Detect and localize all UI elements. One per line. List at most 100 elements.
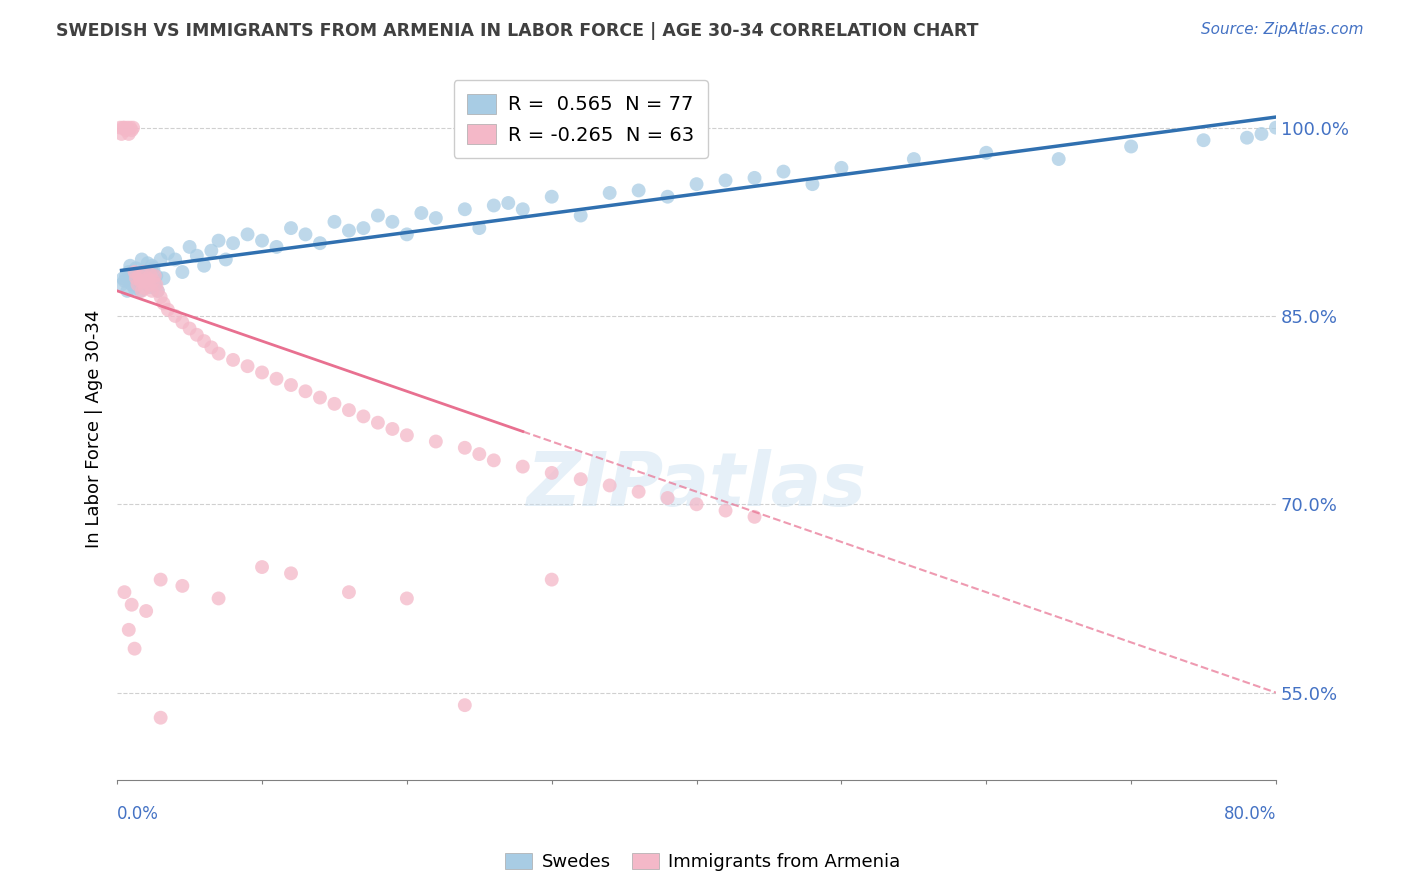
Point [172, 265, 194, 279]
Point [135, 604, 157, 618]
Point [145, 277, 167, 292]
Point [149, 252, 172, 267]
Point [115, 268, 138, 283]
Point [141, 259, 163, 273]
Point [744, 509, 766, 524]
Point [685, 177, 707, 191]
Point [118, 623, 141, 637]
Point [136, 256, 159, 270]
Point [974, 145, 997, 160]
Point [207, 346, 229, 360]
Point [120, 259, 142, 273]
Point [294, 227, 316, 242]
Point [110, 127, 132, 141]
Point [117, 120, 139, 135]
Point [540, 466, 562, 480]
Point [114, 120, 136, 135]
Point [132, 265, 155, 279]
Point [156, 302, 179, 317]
Point [599, 478, 621, 492]
Point [367, 416, 389, 430]
Point [468, 447, 491, 461]
Point [129, 274, 152, 288]
Point [111, 271, 134, 285]
Point [367, 209, 389, 223]
Point [1236, 130, 1258, 145]
Point [280, 566, 302, 581]
Point [124, 265, 146, 279]
Point [129, 284, 152, 298]
Point [118, 265, 141, 279]
Point [1250, 127, 1272, 141]
Point [323, 397, 346, 411]
Point [627, 183, 650, 197]
Point [179, 321, 201, 335]
Point [395, 428, 418, 442]
Point [186, 327, 208, 342]
Point [337, 585, 360, 599]
Text: 80.0%: 80.0% [1223, 805, 1277, 823]
Point [266, 372, 288, 386]
Point [127, 277, 149, 292]
Point [108, 120, 131, 135]
Point [121, 123, 143, 137]
Point [139, 280, 162, 294]
Point [280, 378, 302, 392]
Point [425, 211, 447, 225]
Point [131, 252, 153, 267]
Point [125, 261, 148, 276]
Point [236, 227, 259, 242]
Point [149, 573, 172, 587]
Point [128, 268, 150, 282]
Point [122, 271, 145, 285]
Text: Source: ZipAtlas.com: Source: ZipAtlas.com [1201, 22, 1364, 37]
Point [454, 441, 477, 455]
Point [135, 274, 157, 288]
Text: SWEDISH VS IMMIGRANTS FROM ARMENIA IN LABOR FORCE | AGE 30-34 CORRELATION CHART: SWEDISH VS IMMIGRANTS FROM ARMENIA IN LA… [56, 22, 979, 40]
Point [627, 484, 650, 499]
Legend: R =  0.565  N = 77, R = -0.265  N = 63: R = 0.565 N = 77, R = -0.265 N = 63 [454, 80, 707, 158]
Point [498, 196, 520, 211]
Point [139, 268, 162, 282]
Point [200, 244, 222, 258]
Point [136, 271, 159, 285]
Point [121, 598, 143, 612]
Point [207, 591, 229, 606]
Text: ZIPatlas: ZIPatlas [527, 449, 866, 522]
Point [115, 123, 138, 137]
Point [395, 227, 418, 242]
Point [114, 585, 136, 599]
Point [685, 497, 707, 511]
Point [569, 472, 592, 486]
Legend: Swedes, Immigrants from Armenia: Swedes, Immigrants from Armenia [498, 846, 908, 879]
Point [1047, 152, 1070, 166]
Point [744, 170, 766, 185]
Point [714, 503, 737, 517]
Point [381, 215, 404, 229]
Text: 0.0%: 0.0% [117, 805, 159, 823]
Point [801, 177, 824, 191]
Point [179, 240, 201, 254]
Point [124, 641, 146, 656]
Point [425, 434, 447, 449]
Point [121, 277, 143, 292]
Point [250, 366, 273, 380]
Point [146, 284, 169, 298]
Point [118, 127, 141, 141]
Point [138, 265, 160, 279]
Point [132, 265, 155, 279]
Point [250, 234, 273, 248]
Point [482, 453, 505, 467]
Point [454, 698, 477, 713]
Point [143, 268, 166, 283]
Point [127, 277, 149, 292]
Point [222, 352, 245, 367]
Point [131, 284, 153, 298]
Point [714, 173, 737, 187]
Point [1192, 133, 1215, 147]
Point [134, 274, 156, 288]
Point [200, 340, 222, 354]
Point [122, 120, 145, 135]
Point [146, 284, 169, 298]
Point [149, 711, 172, 725]
